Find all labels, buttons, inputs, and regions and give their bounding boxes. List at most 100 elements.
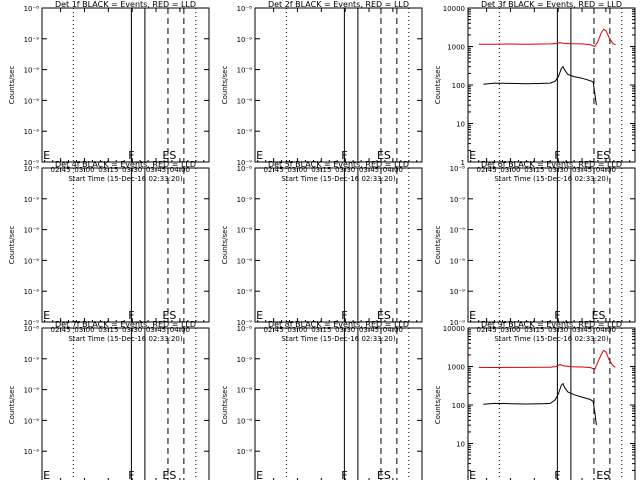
y-axis-title: Counts/sec bbox=[8, 226, 16, 265]
panel-title: Det 3f BLACK = Events, RED = LLD bbox=[481, 0, 622, 9]
y-tick-label: 10⁻⁹ bbox=[24, 288, 40, 296]
panel-det-9f: Det 9f BLACK = Events, RED = LLD02:4503:… bbox=[434, 320, 636, 480]
y-tick-label: 10000 bbox=[443, 325, 465, 333]
marker-e: E bbox=[469, 469, 476, 480]
y-tick-label: 10⁻⁹ bbox=[450, 288, 466, 296]
y-tick-label: 10⁻⁹ bbox=[24, 319, 40, 327]
y-tick-label: 10⁻⁹ bbox=[450, 196, 466, 204]
y-tick-label: 10⁻⁹ bbox=[237, 196, 253, 204]
y-axis-title: Counts/sec bbox=[221, 386, 229, 425]
marker-e: E bbox=[43, 149, 50, 162]
y-tick-label: 10⁻⁹ bbox=[24, 387, 40, 395]
marker-e: E bbox=[256, 149, 263, 162]
x-axis-title: Start Time (15-Dec-16 02:33:20) bbox=[68, 175, 182, 183]
y-tick-label: 10⁻⁹ bbox=[450, 319, 466, 327]
x-axis-title: Start Time (15-Dec-16 02:33:20) bbox=[281, 335, 395, 343]
plot-frame bbox=[41, 327, 210, 480]
panel-title: Det 2f BLACK = Events, RED = LLD bbox=[268, 0, 409, 9]
y-tick-label: 10⁻⁹ bbox=[237, 159, 253, 167]
marker-e: E bbox=[469, 149, 476, 162]
marker-f: F bbox=[341, 309, 347, 322]
y-tick-label: 10⁻⁹ bbox=[24, 417, 40, 425]
plot-frame bbox=[254, 327, 423, 480]
panel-det-6f: Det 6f BLACK = Events, RED = LLD02:4503:… bbox=[434, 160, 636, 343]
y-tick-label: 10⁻⁹ bbox=[237, 67, 253, 75]
panel-title: Det 8f BLACK = Events, RED = LLD bbox=[268, 320, 409, 329]
plot-frame bbox=[41, 7, 210, 163]
panel-det-2f: Det 2f BLACK = Events, RED = LLD02:4503:… bbox=[221, 0, 423, 183]
marker-e: E bbox=[43, 469, 50, 480]
y-tick-label: 10⁻⁹ bbox=[237, 288, 253, 296]
marker-es: ES bbox=[162, 309, 176, 322]
y-tick-label: 10⁻⁸ bbox=[237, 5, 253, 13]
y-tick-label: 10000 bbox=[443, 5, 465, 13]
y-tick-label: 10⁻⁹ bbox=[24, 97, 40, 105]
y-tick-label: 10⁻⁹ bbox=[237, 97, 253, 105]
marker-f: F bbox=[554, 149, 560, 162]
y-tick-label: 10⁻⁹ bbox=[237, 448, 253, 456]
y-axis-title: Counts/sec bbox=[434, 66, 442, 105]
y-tick-label: 100 bbox=[452, 402, 465, 410]
y-tick-label: 10 bbox=[456, 441, 465, 449]
x-axis-title: Start Time (15-Dec-16 02:33:20) bbox=[281, 175, 395, 183]
y-tick-label: 10⁻⁹ bbox=[24, 67, 40, 75]
marker-es: ES bbox=[377, 469, 391, 480]
y-tick-label: 10⁻⁹ bbox=[237, 227, 253, 235]
plot-frame bbox=[254, 167, 423, 323]
marker-e: E bbox=[469, 309, 476, 322]
panel-title: Det 4f BLACK = Events, RED = LLD bbox=[55, 160, 196, 169]
marker-es: ES bbox=[592, 309, 606, 322]
marker-f: F bbox=[128, 149, 134, 162]
y-tick-label: 10⁻⁹ bbox=[24, 159, 40, 167]
y-tick-label: 100 bbox=[452, 82, 465, 90]
panel-title: Det 9f BLACK = Events, RED = LLD bbox=[481, 320, 622, 329]
y-tick-label: 10 bbox=[456, 121, 465, 129]
panel-det-4f: Det 4f BLACK = Events, RED = LLD02:4503:… bbox=[8, 160, 210, 343]
marker-e: E bbox=[43, 309, 50, 322]
marker-f: F bbox=[128, 309, 134, 322]
panel-det-7f: Det 7f BLACK = Events, RED = LLD02:4503:… bbox=[8, 320, 210, 480]
y-tick-label: 10⁻⁹ bbox=[237, 356, 253, 364]
y-axis-title: Counts/sec bbox=[221, 66, 229, 105]
y-tick-label: 10⁻⁹ bbox=[237, 417, 253, 425]
y-tick-label: 10⁻⁹ bbox=[237, 319, 253, 327]
plot-frame bbox=[254, 7, 423, 163]
y-axis-title: Counts/sec bbox=[434, 386, 442, 425]
y-tick-label: 10⁻⁹ bbox=[237, 257, 253, 265]
y-tick-label: 10⁻⁸ bbox=[24, 325, 40, 333]
series-lld-line bbox=[478, 28, 616, 48]
y-tick-label: 10⁻⁹ bbox=[24, 128, 40, 136]
marker-es: ES bbox=[162, 469, 176, 480]
marker-es: ES bbox=[377, 149, 391, 162]
y-axis-title: Counts/sec bbox=[8, 386, 16, 425]
y-tick-label: 10⁻⁹ bbox=[237, 387, 253, 395]
y-tick-label: 10⁻⁹ bbox=[24, 227, 40, 235]
series-events-line bbox=[483, 65, 597, 106]
y-tick-label: 10⁻⁹ bbox=[24, 196, 40, 204]
y-tick-label: 10⁻⁹ bbox=[24, 356, 40, 364]
panel-det-3f: Det 3f BLACK = Events, RED = LLD02:4503:… bbox=[434, 0, 636, 183]
marker-es: ES bbox=[377, 309, 391, 322]
marker-es: ES bbox=[596, 469, 610, 480]
y-tick-label: 10⁻⁹ bbox=[450, 257, 466, 265]
y-tick-label: 10⁻⁸ bbox=[24, 5, 40, 13]
marker-e: E bbox=[256, 469, 263, 480]
panel-title: Det 1f BLACK = Events, RED = LLD bbox=[55, 0, 196, 9]
x-axis-title: Start Time (15-Dec-16 02:33:20) bbox=[494, 175, 608, 183]
x-axis-title: Start Time (15-Dec-16 02:33:20) bbox=[494, 335, 608, 343]
y-tick-label: 10⁻⁸ bbox=[24, 165, 40, 173]
marker-f: F bbox=[341, 469, 347, 480]
panel-title: Det 5f BLACK = Events, RED = LLD bbox=[268, 160, 409, 169]
y-axis-title: Counts/sec bbox=[434, 226, 442, 265]
panel-title: Det 7f BLACK = Events, RED = LLD bbox=[55, 320, 196, 329]
y-tick-label: 10⁻⁹ bbox=[450, 227, 466, 235]
series-lld-line bbox=[478, 349, 616, 370]
y-tick-label: 10⁻⁸ bbox=[237, 325, 253, 333]
marker-f: F bbox=[341, 149, 347, 162]
y-tick-label: 1 bbox=[461, 159, 465, 167]
x-axis-title: Start Time (15-Dec-16 02:33:20) bbox=[68, 335, 182, 343]
marker-f: F bbox=[128, 469, 134, 480]
y-tick-label: 1000 bbox=[447, 44, 465, 52]
y-tick-label: 1000 bbox=[447, 364, 465, 372]
